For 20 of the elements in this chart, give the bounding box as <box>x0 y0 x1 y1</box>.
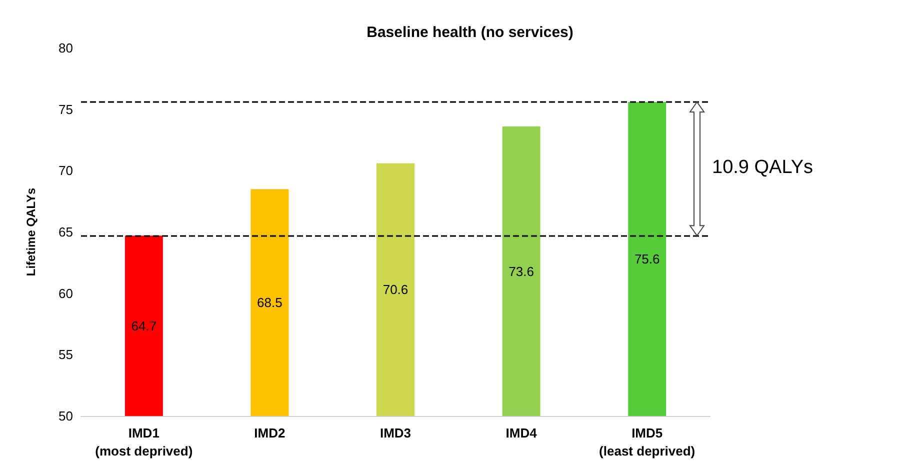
y-tick-label: 80 <box>58 40 73 56</box>
data-label: 70.6 <box>382 282 408 298</box>
x-tick-label: IMD3 <box>380 426 412 440</box>
data-label: 68.5 <box>257 295 282 310</box>
text: 10.9 QALYs <box>712 156 814 179</box>
y-tick-label: 60 <box>58 286 73 301</box>
x-tick-label: IMD5 (least deprived) <box>599 426 696 458</box>
y-axis-title: Lifetime QALYs <box>24 188 38 276</box>
x-tick-label: IMD4 <box>506 426 538 440</box>
x-tick-label: IMD1 (most deprived) <box>95 426 193 458</box>
y-tick-label: 70 <box>58 163 73 178</box>
y-tick-label: 75 <box>58 102 73 117</box>
data-label: 75.6 <box>634 251 660 266</box>
data-label: 73.6 <box>508 264 534 279</box>
x-tick-label: IMD2 <box>254 426 286 440</box>
y-tick-label: 50 <box>58 408 73 424</box>
y-tick-label: 65 <box>58 224 73 240</box>
data-label: 64.7 <box>131 318 157 334</box>
chart-title: Baseline health (no services) <box>366 24 574 41</box>
y-tick-label: 55 <box>58 347 73 362</box>
